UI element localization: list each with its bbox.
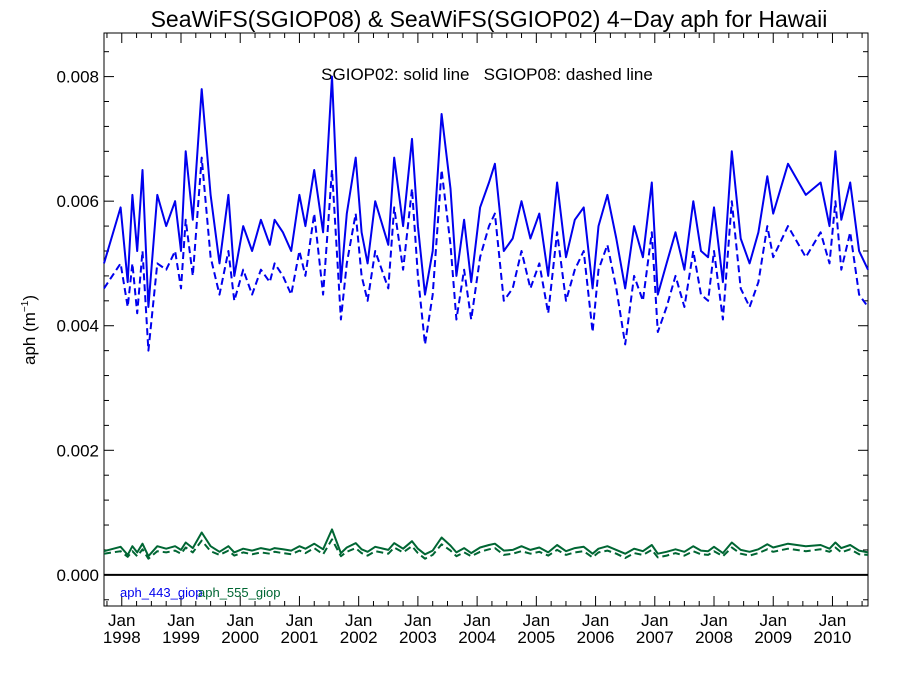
x-tick-label-month: Jan: [700, 611, 727, 630]
y-axis-label-main: aph (m: [20, 312, 39, 365]
x-tick-label-month: Jan: [108, 611, 135, 630]
x-tick-label-year: 1998: [103, 628, 141, 647]
x-tick-label-month: Jan: [404, 611, 431, 630]
x-tick-label-month: Jan: [523, 611, 550, 630]
x-tick-label-year: 2007: [636, 628, 674, 647]
y-tick-label: 0.006: [56, 192, 99, 211]
x-tick-label-year: 2009: [754, 628, 792, 647]
x-tick-label-month: Jan: [227, 611, 254, 630]
x-tick-label-year: 2002: [340, 628, 378, 647]
plot-frame: [103, 32, 869, 607]
y-tick-label: 0.004: [56, 317, 99, 336]
legend-label-aph-443: aph_443_giop: [120, 585, 202, 600]
legend: aph_443_giop aph_555_giop: [120, 585, 280, 600]
x-tick-label-month: Jan: [819, 611, 846, 630]
line-style-annotation: SGIOP02: solid line SGIOP08: dashed line: [321, 65, 653, 84]
y-axis-label: aph (m−1): [20, 295, 39, 365]
series-line-aph-555-giop-sgiop08: [103, 538, 869, 560]
chart-title: SeaWiFS(SGIOP08) & SeaWiFS(SGIOP02) 4−Da…: [151, 6, 828, 32]
x-tick-label-year: 2004: [458, 628, 496, 647]
x-tick-label-month: Jan: [582, 611, 609, 630]
series-layer: [103, 75, 869, 560]
x-tick-label-year: 2000: [221, 628, 259, 647]
series-line-aph-555-giop-sgiop02: [103, 528, 869, 558]
x-tick-label-year: 2006: [577, 628, 615, 647]
y-axis: 0.000 0.002 0.004 0.006 0.008: [56, 51, 868, 601]
x-tick-label-month: Jan: [167, 611, 194, 630]
legend-label-aph-555: aph_555_giop: [198, 585, 280, 600]
series-line-aph-443-giop-sgiop02: [103, 75, 869, 308]
x-tick-label-year: 2010: [814, 628, 852, 647]
x-tick-label-year: 2001: [281, 628, 319, 647]
x-tick-label-month: Jan: [641, 611, 668, 630]
y-tick-label: 0.002: [56, 441, 99, 460]
y-tick-label: 0.000: [56, 566, 99, 585]
x-tick-label-year: 2008: [695, 628, 733, 647]
x-tick-label-year: 2003: [399, 628, 437, 647]
x-tick-label-month: Jan: [286, 611, 313, 630]
y-tick-label: 0.008: [56, 68, 99, 87]
x-tick-label-month: Jan: [345, 611, 372, 630]
series-line-aph-443-giop-sgiop08: [103, 156, 869, 352]
x-tick-label-month: Jan: [760, 611, 787, 630]
y-axis-label-exponent: −1: [20, 300, 31, 312]
x-tick-label-month: Jan: [463, 611, 490, 630]
x-tick-label-year: 2005: [517, 628, 555, 647]
y-axis-label-close: ): [20, 295, 39, 301]
x-tick-label-year: 1999: [162, 628, 200, 647]
x-axis: Jan1998Jan1999Jan2000Jan2001Jan2002Jan20…: [103, 33, 863, 647]
